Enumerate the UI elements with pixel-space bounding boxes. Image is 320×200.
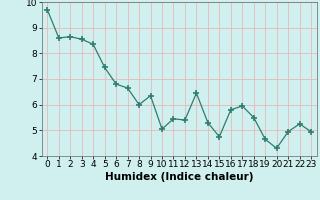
- X-axis label: Humidex (Indice chaleur): Humidex (Indice chaleur): [105, 172, 253, 182]
